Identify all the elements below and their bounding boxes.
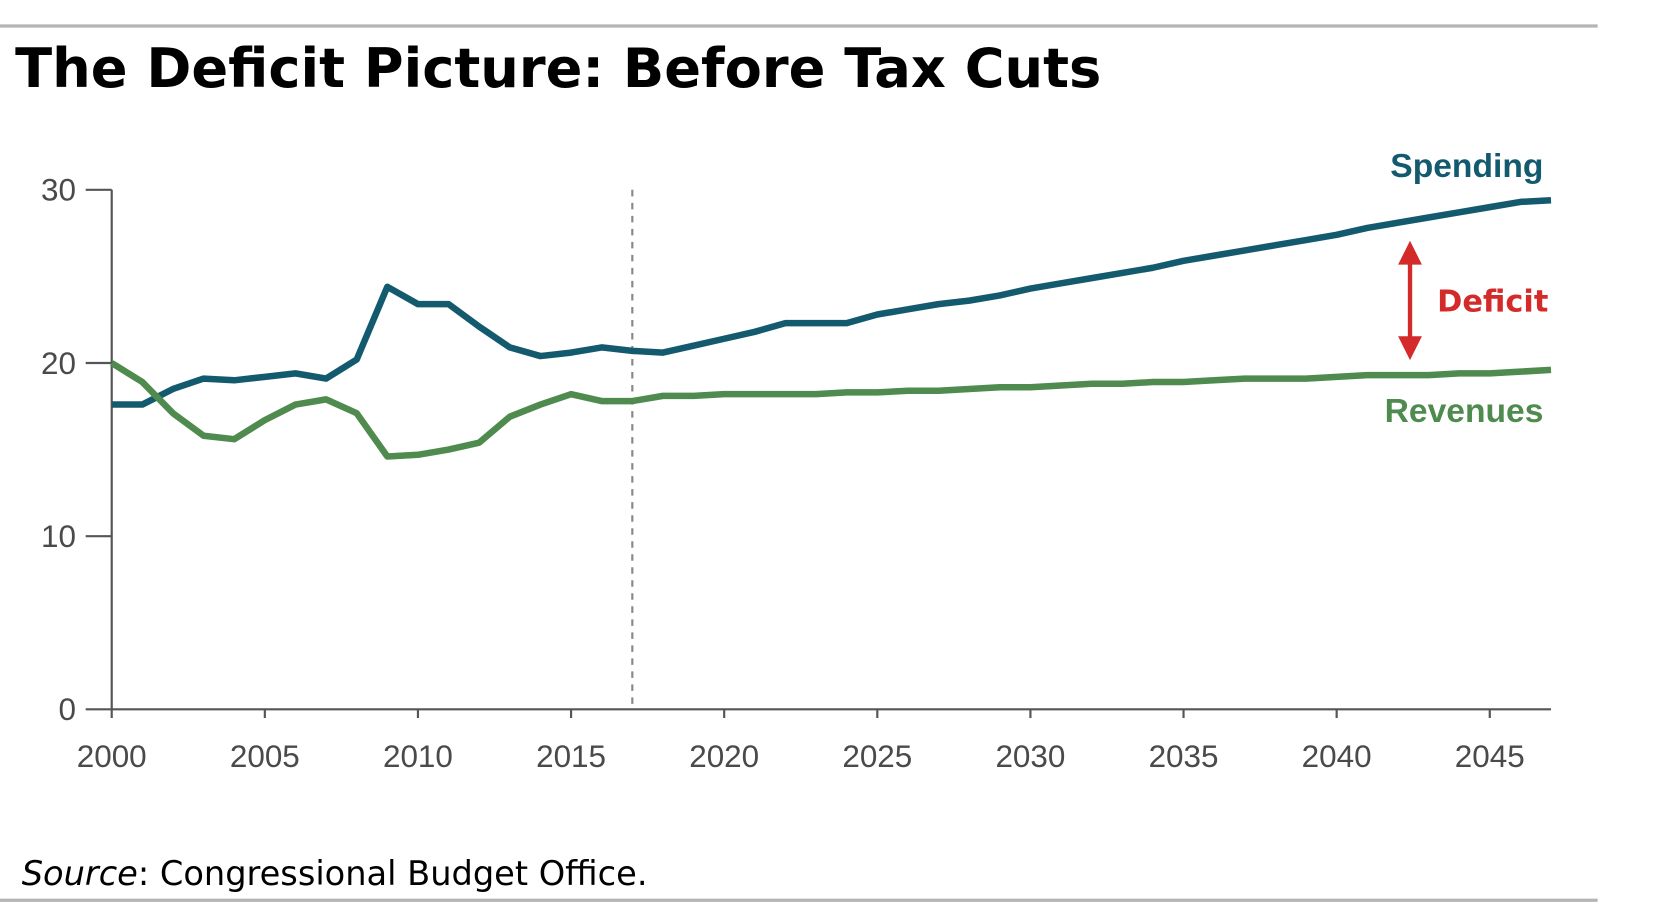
y-tick-label: 20 [41, 346, 76, 381]
deficit-label: Deficit [1437, 284, 1548, 319]
x-tick-label: 2045 [1455, 739, 1525, 774]
series-label: Revenues [1385, 393, 1544, 430]
y-tick-label: 10 [41, 519, 76, 554]
x-tick-label: 2020 [689, 739, 759, 774]
series-label: Spending [1390, 148, 1543, 185]
x-tick-label: 2015 [536, 739, 606, 774]
x-tick-label: 2025 [842, 739, 912, 774]
source-label: Source [22, 854, 138, 893]
y-tick-label: 30 [41, 173, 76, 208]
y-tick-label: 0 [58, 692, 75, 727]
x-tick-label: 2000 [77, 739, 147, 774]
deficit-arrow [1398, 240, 1422, 361]
x-tick-label: 2005 [230, 739, 300, 774]
x-tick-label: 2030 [995, 739, 1065, 774]
source-text: : Congressional Budget Office. [138, 854, 648, 893]
source: Source: Congressional Budget Office. [22, 854, 648, 893]
series-line [109, 360, 1552, 460]
x-tick-label: 2035 [1149, 739, 1219, 774]
x-tick-label: 2040 [1302, 739, 1372, 774]
series-line [111, 196, 1552, 408]
chart-title: The Deficit Picture: Before Tax Cuts [15, 37, 1101, 100]
x-tick-label: 2010 [383, 739, 453, 774]
